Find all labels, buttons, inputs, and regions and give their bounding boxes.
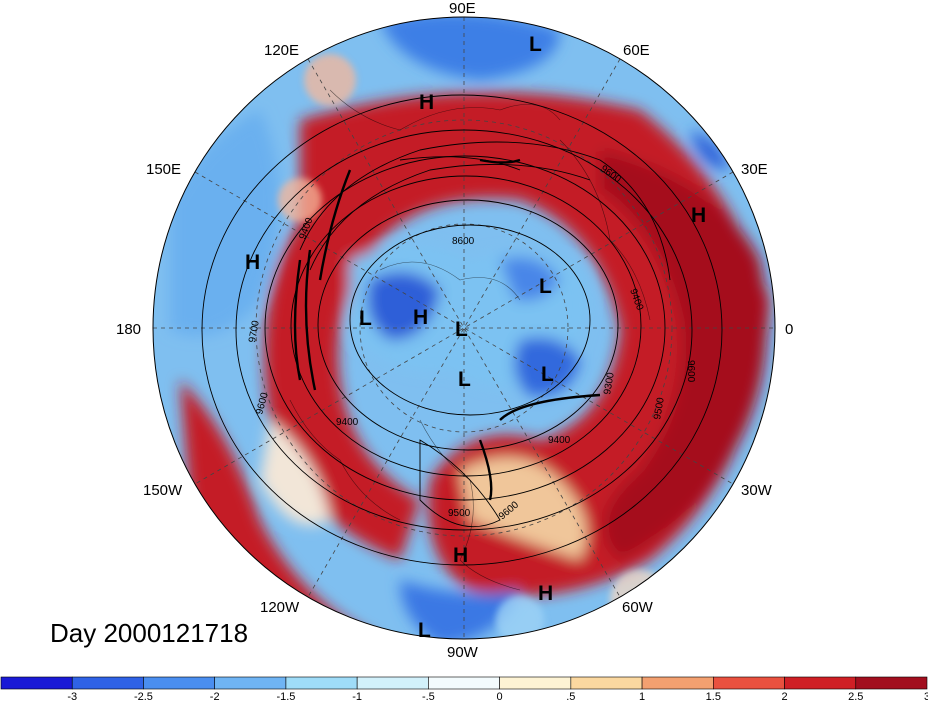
colorbar-cell [71, 676, 144, 690]
contour-label: 9500 [448, 508, 471, 519]
high-center: H [691, 204, 706, 227]
jet-contours [293, 158, 601, 501]
lon-label-150E: 150E [146, 161, 181, 178]
colorbar-tick-label: 2.5 [848, 691, 863, 702]
map-boundary [152, 16, 776, 640]
longitude-labels: 90E 60E 30E 0 30W 60W 90W 120W 150W 180 … [116, 0, 793, 661]
contour-label: 9600 [685, 360, 696, 383]
colorbar-cell [784, 676, 857, 690]
low-center: L [529, 33, 542, 56]
colorbar-cell [285, 676, 358, 690]
colorbar-cell [499, 676, 572, 690]
colorbar-tick-label: -1 [352, 691, 362, 702]
contour-label: 9400 [548, 435, 571, 446]
lon-label-0: 0 [785, 321, 793, 338]
colorbar-tick-label: -.5 [422, 691, 435, 702]
graticule [153, 17, 775, 639]
colorbar-cell [713, 676, 785, 690]
low-center: L [455, 318, 468, 341]
polar-map: 9600 8600 9400 9700 9600 9400 9500 9600 … [116, 0, 793, 661]
lon-label-120E: 120E [264, 42, 299, 59]
colorbar-tick-label: -2.5 [134, 691, 153, 702]
pressure-centers: L H H H L H L L L L H H L [245, 33, 706, 642]
low-center: L [458, 368, 471, 391]
colorbar-tick-label: -2 [210, 691, 220, 702]
low-center: L [418, 619, 431, 642]
lon-label-180: 180 [116, 321, 141, 338]
colorbar-cell [143, 676, 215, 690]
colorbar-tick-label: -3 [67, 691, 77, 702]
contour-label: 9500 [652, 396, 667, 420]
date-title: Day 2000121718 [50, 618, 249, 648]
colorbar: -3 -2.5 -2 -1.5 -1 -.5 0 .5 1 1.5 2 2.5 3 [0, 676, 928, 702]
contour-label: 9300 [602, 371, 617, 395]
colorbar-cell [428, 676, 500, 690]
colorbar-tick-label: 1.5 [706, 691, 721, 702]
contour-label: 8600 [452, 236, 475, 247]
coastlines [289, 89, 651, 591]
low-center: L [359, 307, 372, 330]
colorbar-cell [356, 676, 429, 690]
low-center: L [541, 363, 554, 386]
height-contours [201, 94, 723, 566]
colorbar-cell [641, 676, 714, 690]
lon-label-90W: 90W [447, 644, 479, 661]
colorbar-tick-label: -1.5 [276, 691, 295, 702]
high-center: H [419, 91, 434, 114]
lon-label-30E: 30E [741, 161, 768, 178]
contour-label: 9700 [247, 319, 262, 343]
colorbar-tick-label: 3 [924, 691, 928, 702]
colorbar-cell [0, 676, 73, 690]
colorbar-tick-label: 2 [781, 691, 787, 702]
lon-label-60E: 60E [623, 42, 650, 59]
colorbar-tick-label: .5 [566, 691, 575, 702]
lon-label-30W: 30W [741, 482, 773, 499]
anomaly-field [153, 17, 775, 639]
colorbar-cell [214, 676, 287, 690]
colorbar-tick-label: 1 [639, 691, 645, 702]
lon-label-120W: 120W [260, 599, 300, 616]
low-center: L [539, 275, 552, 298]
contour-label: 9400 [336, 417, 359, 428]
colorbar-cell [570, 676, 643, 690]
lon-label-150W: 150W [143, 482, 183, 499]
high-center: H [453, 544, 468, 567]
lon-label-60W: 60W [622, 599, 654, 616]
lon-label-90E: 90E [449, 0, 476, 17]
colorbar-cell [855, 676, 928, 690]
high-center: H [413, 306, 428, 329]
high-center: H [245, 251, 260, 274]
high-center: H [538, 582, 553, 605]
colorbar-tick-label: 0 [497, 691, 503, 702]
